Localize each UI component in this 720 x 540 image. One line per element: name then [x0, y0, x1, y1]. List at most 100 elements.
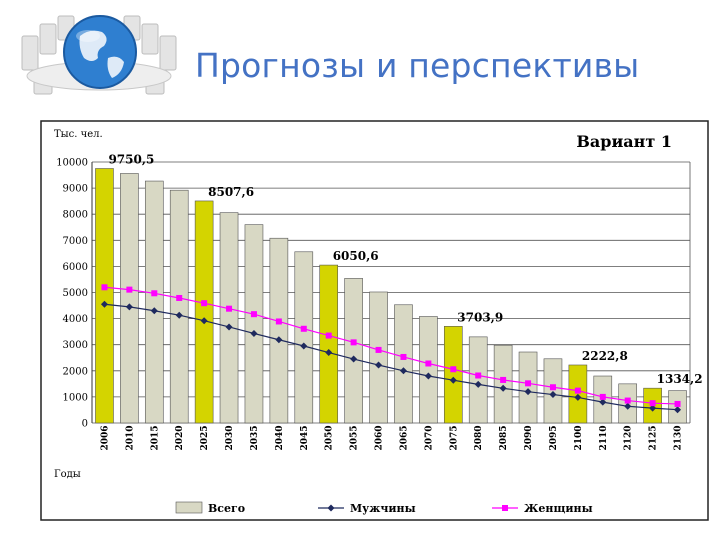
data-label-2075: 3703,9: [457, 310, 503, 324]
y-tick-label: 7000: [63, 236, 88, 247]
women-point: [275, 318, 282, 325]
women-point: [624, 397, 631, 404]
y-tick-label: 10000: [56, 158, 88, 169]
men-point: [225, 323, 233, 331]
bar-2080: [468, 336, 488, 424]
men-point: [649, 404, 657, 412]
women-point: [250, 311, 257, 318]
legend-swatch-total: [175, 501, 203, 514]
y-tick-label: 5000: [63, 288, 88, 299]
legend-label-total: Всего: [208, 502, 245, 515]
bar-2055: [344, 278, 363, 424]
women-point: [549, 384, 556, 391]
women-point: [300, 325, 307, 332]
legend-label-women: Женщины: [524, 502, 593, 515]
bar-2010: [120, 173, 139, 424]
men-point: [524, 388, 532, 396]
men-point: [350, 355, 358, 363]
women-point: [500, 376, 507, 383]
legend-marker-men: [327, 504, 335, 512]
line-women: [104, 286, 678, 405]
legend-marker-women: [502, 505, 508, 511]
bar-2075: [443, 326, 463, 424]
women-point: [475, 372, 482, 379]
men-point: [275, 336, 283, 344]
women-point: [599, 393, 606, 400]
data-label-2050: 6050,6: [333, 249, 379, 263]
women-point: [574, 387, 581, 394]
women-point: [425, 360, 432, 367]
x-tick-label: 2035: [250, 425, 260, 450]
women-point: [226, 305, 233, 312]
line-series: [100, 284, 682, 414]
bar-2035: [244, 224, 264, 424]
men-point: [375, 361, 383, 369]
x-tick-label: 2100: [574, 425, 584, 450]
men-point: [300, 342, 308, 350]
chart-container: 0 1000 2000 3000 4000 5000 6000 7000 8000 9000 100…: [40, 120, 710, 522]
bar-2040: [269, 237, 289, 424]
x-tick-label: 2110: [599, 425, 609, 450]
women-point: [649, 400, 656, 407]
men-point: [449, 376, 457, 384]
men-point: [200, 317, 208, 325]
data-label-2025: 8507,6: [208, 185, 254, 199]
x-tick-label: 2025: [200, 425, 210, 450]
x-tick-label: 2085: [499, 425, 509, 450]
y-tick-label: 8000: [63, 210, 88, 221]
population-forecast-chart: 0 1000 2000 3000 4000 5000 6000 7000 8000 9000 100…: [40, 120, 709, 521]
data-label-2100: 2222,8: [582, 349, 628, 363]
bar-2090: [518, 351, 538, 424]
men-point: [150, 307, 158, 315]
women-point: [674, 400, 681, 407]
slide-title: Прогнозы и перспективы: [195, 46, 640, 85]
bar-2085: [493, 344, 513, 424]
x-tick-label: 2015: [150, 425, 160, 450]
bar-2095: [543, 358, 563, 424]
y-tick-label: 6000: [63, 262, 88, 273]
y-tick-label: 4000: [63, 314, 88, 325]
bar-2015: [144, 180, 164, 424]
x-tick-label: 2050: [325, 425, 335, 450]
bar-series: [95, 168, 687, 424]
men-point: [399, 367, 407, 375]
x-tick-label: 2055: [350, 425, 360, 450]
x-tick-label: 2065: [399, 425, 409, 450]
chart-gridlines: [91, 161, 691, 424]
men-point: [175, 311, 183, 319]
y-tick-label: 2000: [63, 366, 88, 377]
men-point: [100, 300, 108, 308]
y-tick-label: 9000: [63, 184, 88, 195]
women-point: [101, 284, 108, 291]
data-label-2125: 1334,2: [657, 372, 703, 386]
women-point: [151, 290, 158, 297]
men-point: [474, 380, 482, 388]
y-tick-label: 0: [82, 419, 88, 430]
women-point: [350, 339, 357, 346]
line-men: [104, 303, 678, 411]
bar-2070: [419, 316, 438, 424]
bar-2006: [95, 168, 114, 424]
bar-2045: [294, 251, 314, 424]
x-tick-label: 2045: [300, 425, 310, 450]
x-tick-label: 2020: [175, 425, 185, 450]
men-point: [674, 406, 682, 414]
x-tick-label: 2040: [275, 425, 285, 450]
women-point: [201, 300, 208, 307]
women-point: [375, 346, 382, 353]
data-labels: 9750,5 8507,6 6050,6 3703,9 2222,8 1334,2: [108, 153, 702, 387]
y-tick-label: 1000: [63, 392, 88, 403]
men-point: [424, 372, 432, 380]
men-point: [125, 303, 133, 311]
globe-meeting-logo: [21, 15, 177, 95]
x-tick-label: 2095: [549, 425, 559, 450]
x-tick-label: 2125: [649, 425, 659, 450]
women-point: [176, 294, 183, 301]
x-tick-label: 2130: [674, 425, 684, 450]
women-point: [325, 332, 332, 339]
men-point: [549, 391, 557, 399]
men-point: [250, 329, 258, 337]
women-point: [400, 353, 407, 360]
x-tick-label: 2060: [375, 425, 385, 450]
men-point: [574, 393, 582, 401]
